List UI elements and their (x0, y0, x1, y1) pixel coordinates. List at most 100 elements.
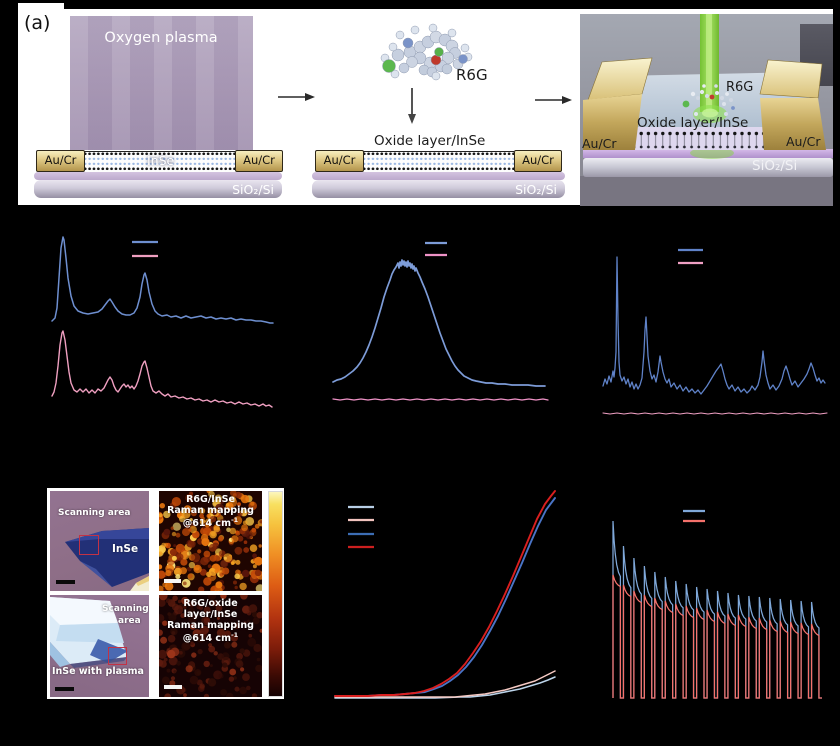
chart-pulses_g-pulse-red (612, 574, 822, 699)
map2-line1: R6G/oxide (183, 598, 238, 609)
speckle (196, 604, 202, 610)
atom (410, 25, 420, 35)
speckle (169, 680, 176, 687)
speckle (172, 522, 181, 531)
render-shadow (580, 176, 833, 206)
oxide-bar-left (34, 172, 282, 180)
electrode-label: Au/Cr (522, 153, 554, 167)
scanning-area-label-2a: Scanning (102, 604, 149, 614)
superscript: -1 (230, 516, 239, 524)
speckle (240, 494, 250, 504)
optical-image-inse: Scanning area InSe (50, 491, 149, 591)
inse-channel-mid (362, 151, 514, 173)
speckle (259, 628, 262, 633)
speckle (240, 667, 245, 672)
speckle (251, 693, 258, 697)
render-lattice-dots (605, 127, 801, 150)
speckle (165, 570, 172, 577)
speckle (187, 573, 193, 579)
speckle (225, 692, 234, 697)
colorbar (268, 491, 283, 697)
speckle (255, 584, 262, 591)
speckle (164, 693, 172, 697)
speckle (191, 553, 201, 563)
speckle (159, 629, 163, 636)
speckle (183, 605, 187, 609)
map1-line2: Raman mapping (167, 505, 254, 516)
speckle (199, 513, 204, 519)
speckle (162, 620, 168, 626)
speckle (258, 544, 262, 548)
speckle (208, 543, 217, 552)
chart-transfer_f-transfer-blue (334, 497, 556, 697)
speckle (207, 564, 212, 568)
atom (391, 48, 405, 62)
electrode-label: Au/Cr (323, 153, 356, 167)
speckle (160, 636, 168, 644)
speckle (203, 606, 211, 614)
inse-plasma-label: InSe with plasma (52, 666, 144, 677)
speckle (248, 604, 258, 613)
arrow-1-icon (278, 93, 315, 101)
speckle (234, 546, 243, 555)
speckle (203, 577, 212, 586)
speckle (181, 596, 189, 605)
speckle (185, 524, 190, 529)
speckle (206, 513, 211, 519)
inse-flake-drawing (65, 528, 149, 591)
speckle (216, 611, 221, 616)
speckle (190, 510, 197, 517)
speckle (255, 664, 262, 673)
speckle (230, 634, 239, 642)
speckle (208, 491, 215, 498)
speckle (197, 649, 203, 655)
speckle (246, 619, 250, 623)
speckle (166, 668, 171, 673)
raman-map-oxide: R6G/oxide layer/InSe Raman mapping @614 … (159, 595, 262, 697)
speckle (209, 555, 217, 562)
speckle (162, 676, 170, 685)
speckle (245, 517, 255, 526)
speckle (220, 689, 227, 696)
speckle (200, 557, 209, 566)
speckle (172, 595, 178, 602)
speckle (161, 542, 167, 548)
substrate-label: SiO₂/Si (232, 182, 274, 197)
map2-line2: layer/InSe (183, 609, 238, 620)
chart-transfer_f-transfer-lightpink (334, 670, 556, 698)
speckle (159, 503, 165, 509)
speckle (168, 656, 178, 666)
speckle (209, 515, 217, 523)
speckle (162, 582, 168, 588)
speckle (228, 676, 235, 682)
speckle (159, 614, 165, 623)
speckle (159, 585, 164, 591)
substrate-mid: SiO₂/Si (312, 180, 565, 198)
atom (441, 63, 453, 75)
speckle (246, 610, 252, 616)
speckle (207, 508, 213, 515)
speckle (180, 558, 188, 566)
oxide-layer-label-mid: Oxide layer/InSe (374, 133, 486, 149)
speckle (221, 652, 230, 661)
speckle (163, 657, 168, 662)
speckle (207, 678, 217, 687)
speckle (252, 553, 257, 559)
speckle (199, 683, 205, 689)
substrate-label: SiO₂/Si (515, 182, 557, 197)
atom (388, 42, 398, 52)
oxygen-plasma-block (70, 16, 253, 150)
speckle (231, 535, 239, 543)
speckle (234, 686, 240, 692)
speckle (223, 553, 233, 562)
speckle (218, 673, 224, 679)
r6g-molecule-label: R6G (456, 66, 488, 84)
speckle (241, 569, 250, 578)
speckle (179, 651, 183, 655)
render-r6g-label: R6G (726, 80, 754, 95)
map1-line1: R6G/InSe (186, 494, 235, 505)
render-electrode-right-front (760, 98, 826, 150)
speckle (248, 633, 253, 638)
atom (390, 69, 400, 79)
